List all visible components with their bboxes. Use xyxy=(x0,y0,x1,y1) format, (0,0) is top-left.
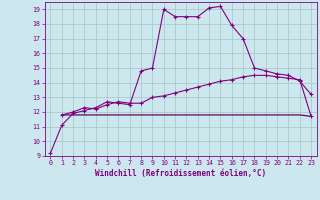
X-axis label: Windchill (Refroidissement éolien,°C): Windchill (Refroidissement éolien,°C) xyxy=(95,169,266,178)
